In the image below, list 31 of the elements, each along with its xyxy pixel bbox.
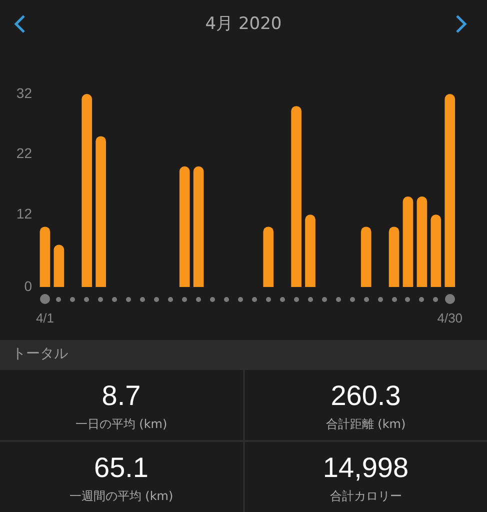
bar [54, 244, 64, 287]
bar [416, 196, 428, 287]
y-tick-label: 12 [16, 205, 32, 222]
text: トータル [0, 340, 487, 368]
text: 260.3 [330, 379, 402, 412]
bar [40, 226, 50, 287]
text: 合計カロリー [328, 488, 403, 505]
chart-title: 4月 2020 [204, 13, 283, 35]
bar [444, 94, 456, 287]
text: 一日の平均 (km) [74, 416, 168, 433]
y-tick-label: 0 [24, 278, 32, 294]
y-tick-label: 22 [16, 145, 32, 162]
bar [82, 94, 92, 287]
text: 8.7 [100, 379, 142, 412]
y-tick-label: 32 [16, 84, 32, 101]
bar [402, 196, 414, 287]
text: 65.1 [93, 451, 150, 484]
bar [263, 226, 274, 287]
text: 一週間の平均 (km) [68, 488, 174, 505]
bar [430, 214, 442, 287]
bar [96, 136, 106, 287]
bar [388, 226, 400, 287]
x-tick-label: 4/30 [437, 310, 463, 326]
text: 合計距離 (km) [324, 416, 407, 433]
x-tick-label: 4/1 [36, 310, 54, 326]
bar [360, 226, 372, 287]
bar [179, 166, 190, 287]
bar [291, 106, 302, 287]
text: 14,998 [322, 451, 410, 484]
bar [193, 166, 204, 287]
bar [305, 214, 316, 287]
